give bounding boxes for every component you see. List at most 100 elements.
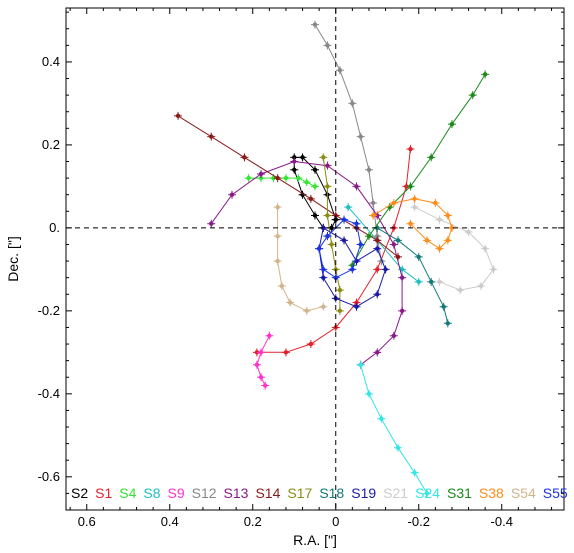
error-bar-s19 bbox=[352, 302, 361, 311]
legend-entry-s12: S12 bbox=[192, 485, 217, 501]
x-tick-label: 0 bbox=[332, 514, 339, 529]
orbit-line-s18 bbox=[376, 227, 449, 324]
legend-entry-s38: S38 bbox=[479, 485, 504, 501]
error-bar-s55 bbox=[356, 240, 365, 249]
legend-entry-s2: S2 bbox=[71, 485, 88, 501]
error-bar-s55 bbox=[315, 244, 324, 253]
series-s38 bbox=[369, 194, 456, 253]
x-tick-label: 0.6 bbox=[78, 514, 96, 529]
series-s24 bbox=[356, 360, 432, 498]
error-bar-s8 bbox=[414, 277, 423, 286]
error-bar-s54 bbox=[273, 232, 282, 241]
orbit-line-s31 bbox=[351, 74, 486, 266]
error-bar-s19 bbox=[340, 236, 349, 245]
error-bar-s1 bbox=[373, 265, 382, 274]
error-bar-s18 bbox=[427, 277, 436, 286]
legend-entry-s18: S18 bbox=[319, 485, 344, 501]
error-bar-s12 bbox=[323, 41, 332, 50]
error-bar-s1 bbox=[281, 348, 290, 357]
error-bar-s24 bbox=[377, 414, 386, 423]
error-bar-s54 bbox=[277, 281, 286, 290]
error-bar-s13 bbox=[290, 157, 299, 166]
error-bar-s38 bbox=[443, 211, 452, 220]
legend: S2 S1 S4 S8 S9 S12 S13 S14 S17 S18 S19 S21 S24 S31 S38… bbox=[71, 485, 568, 501]
error-bar-s55 bbox=[340, 215, 349, 224]
error-bar-s12 bbox=[356, 132, 365, 141]
error-bar-s31 bbox=[447, 120, 456, 129]
legend-entry-s19: S19 bbox=[351, 485, 376, 501]
error-bar-s18 bbox=[439, 302, 448, 311]
legend-entry-s31: S31 bbox=[447, 485, 472, 501]
legend-entry-s4: S4 bbox=[119, 485, 136, 501]
error-bar-s4 bbox=[311, 182, 319, 191]
series-s4 bbox=[244, 174, 319, 191]
labels-layer: 0.6 0.4 0.2 0 -0.2 -0.4 0.4 0.2 0. -0.2 -0.4 -0.6 bbox=[38, 54, 513, 529]
error-bar-s14 bbox=[306, 194, 315, 203]
error-bar-s21 bbox=[489, 265, 498, 274]
error-bar-s9 bbox=[257, 348, 266, 357]
error-bar-s31 bbox=[481, 70, 490, 79]
error-bar-s8 bbox=[344, 203, 353, 212]
error-bar-s2 bbox=[311, 165, 319, 174]
error-bar-s18 bbox=[414, 252, 423, 261]
error-bar-s4 bbox=[294, 174, 303, 183]
error-bar-s9 bbox=[265, 331, 274, 340]
error-bar-s24 bbox=[364, 389, 373, 398]
error-bar-s13 bbox=[352, 182, 361, 191]
error-bar-s13 bbox=[389, 240, 398, 249]
error-bar-s13 bbox=[207, 219, 216, 228]
error-bar-s13 bbox=[228, 190, 236, 199]
error-bar-s38 bbox=[389, 198, 398, 207]
error-bar-s9 bbox=[257, 373, 266, 382]
error-bar-s24 bbox=[356, 360, 365, 369]
error-bar-s21 bbox=[435, 277, 444, 286]
error-bar-s9 bbox=[261, 381, 270, 390]
error-bar-s17 bbox=[319, 153, 328, 162]
error-bar-s12 bbox=[311, 20, 319, 29]
error-bar-s19 bbox=[373, 244, 382, 253]
legend-entry-s1: S1 bbox=[95, 485, 112, 501]
error-bar-s12 bbox=[335, 66, 344, 75]
error-bar-s21 bbox=[481, 244, 490, 253]
x-tick-label: -0.2 bbox=[408, 514, 430, 529]
legend-entry-s13: S13 bbox=[224, 485, 249, 501]
error-bar-s18 bbox=[394, 236, 402, 245]
error-bar-s1 bbox=[406, 145, 415, 154]
x-tick-label: 0.4 bbox=[161, 514, 179, 529]
error-bar-s17 bbox=[323, 182, 332, 191]
y-tick-label: 0. bbox=[49, 220, 60, 235]
error-bar-s4 bbox=[302, 178, 311, 187]
error-bar-s55 bbox=[323, 232, 332, 241]
error-bar-s38 bbox=[431, 198, 440, 207]
error-bar-s14 bbox=[273, 174, 282, 183]
error-bar-s21 bbox=[477, 281, 485, 290]
series-s1 bbox=[252, 145, 415, 357]
error-bar-s14 bbox=[394, 252, 402, 261]
orbit-line-s24 bbox=[360, 364, 428, 494]
error-bar-s1 bbox=[306, 340, 315, 349]
error-bar-s2 bbox=[290, 165, 299, 174]
error-bar-s14 bbox=[240, 153, 249, 162]
error-bar-s14 bbox=[373, 236, 382, 245]
y-tick-label: -0.2 bbox=[38, 303, 60, 318]
error-bar-s38 bbox=[369, 211, 378, 220]
error-bar-s31 bbox=[406, 182, 415, 191]
x-axis-title: R.A. ["] bbox=[293, 532, 337, 548]
error-bar-s4 bbox=[281, 174, 290, 183]
legend-entry-s17: S17 bbox=[287, 485, 312, 501]
error-bar-s31 bbox=[364, 232, 373, 241]
error-bar-s4 bbox=[244, 174, 253, 183]
legend-entry-s54: S54 bbox=[511, 485, 536, 501]
y-axis-title: Dec. ["] bbox=[5, 236, 21, 281]
error-bar-s19 bbox=[319, 273, 328, 282]
y-tick-label: 0.4 bbox=[42, 54, 60, 69]
error-bar-s38 bbox=[406, 219, 415, 228]
error-bar-s13 bbox=[373, 348, 382, 357]
error-bar-s54 bbox=[273, 257, 282, 266]
error-bar-s13 bbox=[398, 306, 407, 315]
error-bar-s14 bbox=[207, 132, 216, 141]
series-s9 bbox=[252, 331, 274, 390]
error-bar-s38 bbox=[435, 244, 444, 253]
series-s17 bbox=[319, 153, 344, 315]
